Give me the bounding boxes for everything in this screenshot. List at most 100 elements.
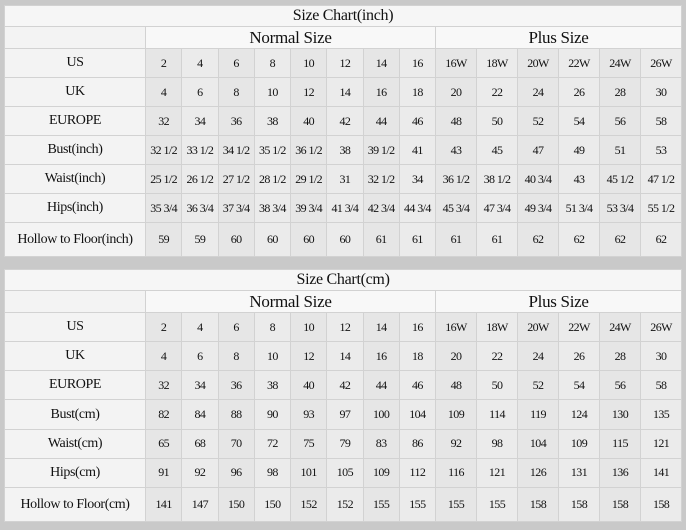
table-cell: 62 <box>558 222 600 257</box>
table-cell: 36 1/2 <box>435 164 477 194</box>
table-cell: 126 <box>517 457 559 489</box>
table-cell: 4 <box>181 48 219 78</box>
blank-cell <box>4 290 146 313</box>
table-cell: 75 <box>289 428 328 459</box>
row-label: Hollow to Floor(inch) <box>4 222 146 257</box>
row-label: US <box>4 48 146 78</box>
table-cell: 26W <box>639 48 683 78</box>
table-cell: 24W <box>599 48 641 78</box>
table-cell: 58 <box>639 106 683 136</box>
table-cell: 45 1/2 <box>599 164 641 194</box>
table-cell: 20W <box>517 48 559 78</box>
table-cell: 60 <box>217 222 255 257</box>
row-label: Bust(cm) <box>4 399 146 430</box>
table-cell: 27 1/2 <box>217 164 255 194</box>
table-cell: 65 <box>144 428 183 459</box>
table-cell: 92 <box>181 457 219 489</box>
group-normal-size: Normal Size <box>145 290 436 313</box>
table-cell: 83 <box>362 428 400 459</box>
table-cell: 97 <box>326 399 364 430</box>
table-cell: 4 <box>181 311 219 343</box>
table-cell: 29 1/2 <box>289 164 328 194</box>
table-cell: 91 <box>144 457 183 489</box>
table-cell: 28 1/2 <box>253 164 292 194</box>
table-cell: 12 <box>326 311 364 343</box>
table-cell: 58 <box>639 370 683 401</box>
table-cell: 8 <box>253 311 292 343</box>
table-cell: 38 <box>253 370 292 401</box>
table-cell: 60 <box>326 222 364 257</box>
table-cell: 61 <box>435 222 477 257</box>
table-cell: 47 <box>517 135 559 165</box>
table-row: Waist(cm) 65 68 70 72 75 79 83 86 92 98 104 109 115 12… <box>4 428 683 459</box>
table-cell: 46 <box>398 106 437 136</box>
table-cell: 20 <box>435 341 477 372</box>
table-cell: 28 <box>599 77 641 107</box>
row-label: Hollow to Floor(cm) <box>4 487 146 522</box>
row-label: Waist(cm) <box>4 428 146 459</box>
table-cell: 14 <box>362 311 400 343</box>
table-cell: 121 <box>476 457 518 489</box>
table-cell: 18 <box>398 77 437 107</box>
table-row: UK 4 6 8 10 12 14 16 18 20 22 24 26 28 30 <box>4 77 683 107</box>
table-cell: 147 <box>181 487 219 522</box>
table-row: EUROPE 32 34 36 38 40 42 44 46 48 50 52 54 56 58 <box>4 106 683 136</box>
size-table: Size Chart(cm) Normal Size Plus Size US 2 4 6 8… <box>3 269 683 522</box>
table-cell: 30 <box>639 77 683 107</box>
table-cell: 158 <box>599 487 641 522</box>
table-cell: 34 <box>398 164 437 194</box>
table-cell: 16W <box>435 48 477 78</box>
table-cell: 30 <box>639 341 683 372</box>
table-cell: 49 3/4 <box>517 193 559 223</box>
table-cell: 55 1/2 <box>639 193 683 223</box>
table-cell: 131 <box>558 457 600 489</box>
table-cell: 16W <box>435 311 477 343</box>
table-cell: 152 <box>326 487 364 522</box>
size-table: Size Chart(inch) Normal Size Plus Size US 2 4… <box>3 5 683 257</box>
row-label: UK <box>4 341 146 372</box>
table-cell: 16 <box>362 77 400 107</box>
size-chart-cm: Size Chart(cm) Normal Size Plus Size US 2 4 6 8… <box>3 269 683 522</box>
table-cell: 130 <box>599 399 641 430</box>
table-cell: 155 <box>476 487 518 522</box>
table-cell: 12 <box>289 77 328 107</box>
table-cell: 51 <box>599 135 641 165</box>
table-cell: 45 <box>476 135 518 165</box>
table-cell: 47 1/2 <box>639 164 683 194</box>
table-cell: 4 <box>144 341 183 372</box>
table-cell: 10 <box>289 48 328 78</box>
table-row: Bust(cm) 82 84 88 90 93 97 100 104 109 114 119 124 13… <box>4 399 683 430</box>
table-cell: 61 <box>476 222 518 257</box>
table-cell: 20 <box>435 77 477 107</box>
group-plus-size: Plus Size <box>434 26 683 49</box>
table-cell: 39 1/2 <box>362 135 400 165</box>
table-cell: 10 <box>289 311 328 343</box>
table-cell: 50 <box>476 370 518 401</box>
table-cell: 109 <box>362 457 400 489</box>
table-cell: 2 <box>144 311 183 343</box>
table-cell: 26W <box>639 311 683 343</box>
table-cell: 158 <box>558 487 600 522</box>
chart-title: Size Chart(cm) <box>3 269 683 291</box>
table-cell: 141 <box>639 457 683 489</box>
table-cell: 105 <box>326 457 364 489</box>
table-cell: 158 <box>517 487 559 522</box>
table-cell: 136 <box>599 457 641 489</box>
table-cell: 135 <box>639 399 683 430</box>
table-cell: 54 <box>558 106 600 136</box>
table-cell: 8 <box>217 77 255 107</box>
table-cell: 20W <box>517 311 559 343</box>
table-cell: 98 <box>253 457 292 489</box>
table-cell: 31 <box>326 164 364 194</box>
table-cell: 26 <box>558 341 600 372</box>
table-cell: 28 <box>599 341 641 372</box>
row-label: Hips(cm) <box>4 457 146 489</box>
table-row: US 2 4 6 8 10 12 14 16 16W 18W 20W 22W 24W 26W <box>4 48 683 78</box>
table-row: Hollow to Floor(inch) 59 59 60 60 60 60 61 61 61 6… <box>4 222 683 257</box>
table-cell: 43 <box>558 164 600 194</box>
table-cell: 22 <box>476 341 518 372</box>
table-cell: 86 <box>398 428 437 459</box>
table-cell: 92 <box>435 428 477 459</box>
table-cell: 54 <box>558 370 600 401</box>
table-cell: 25 1/2 <box>144 164 183 194</box>
